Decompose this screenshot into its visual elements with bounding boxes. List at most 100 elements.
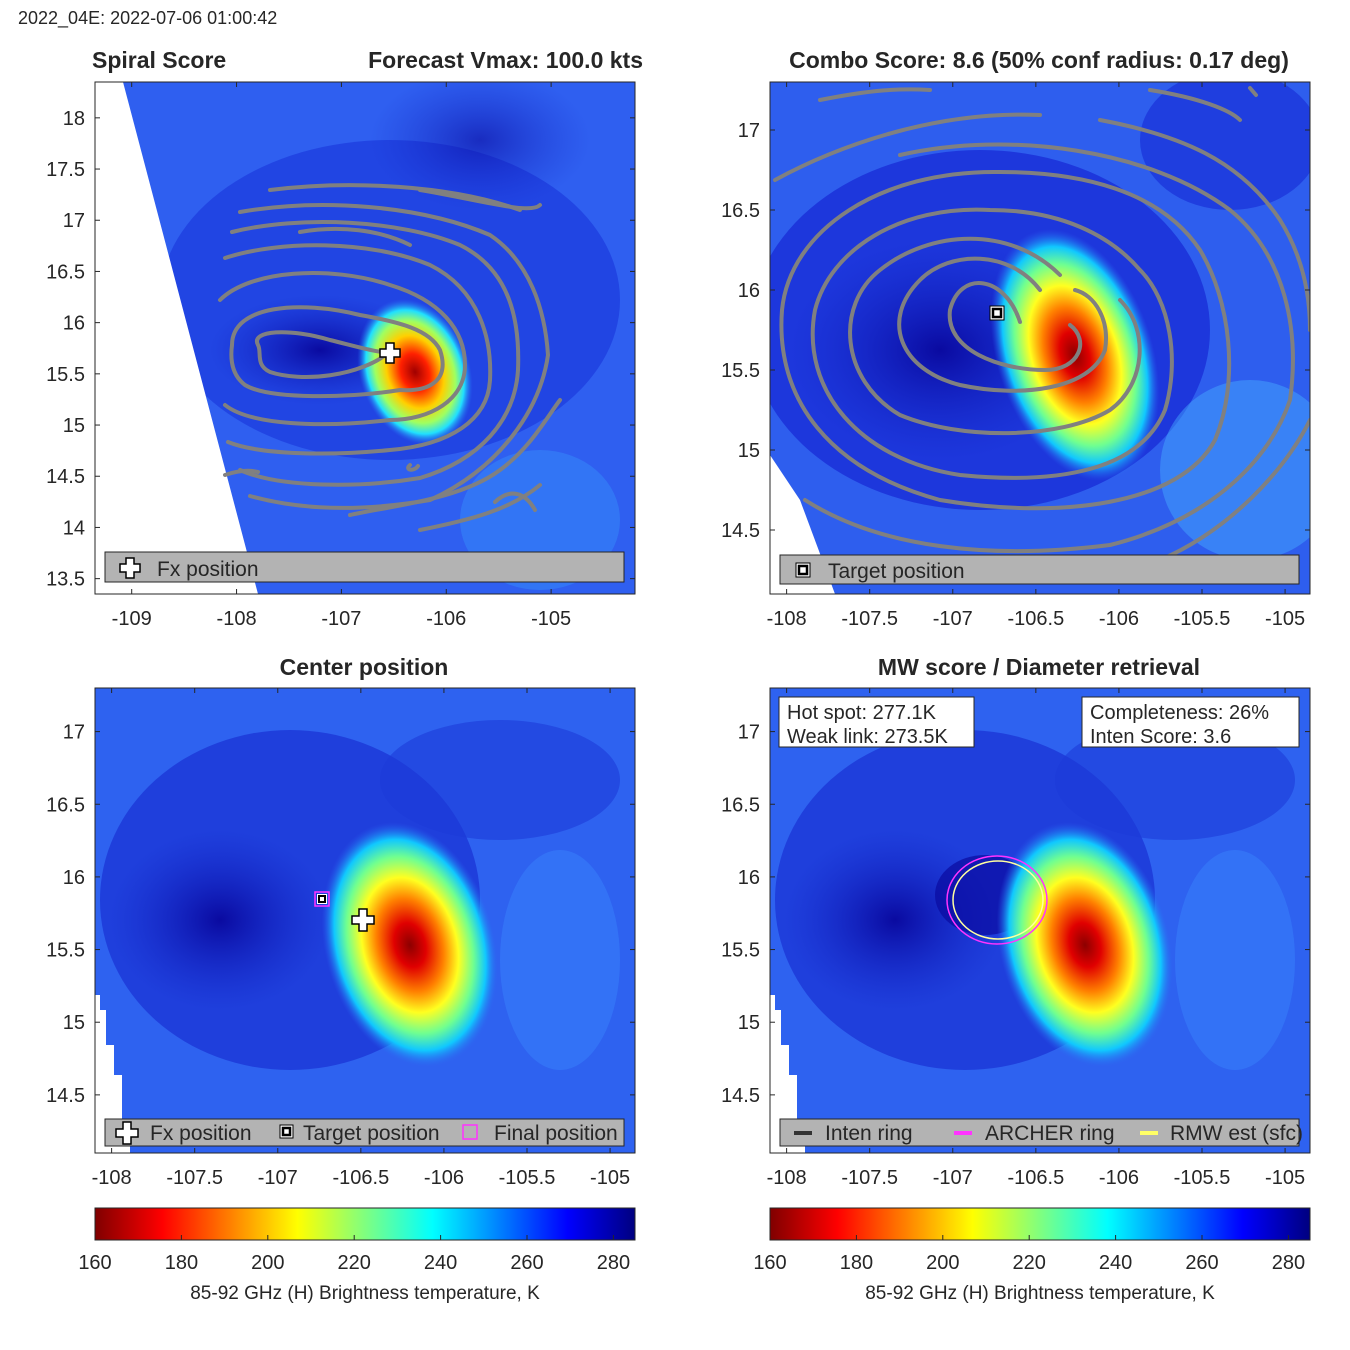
inten-score-value: Inten Score: 3.6	[1090, 726, 1231, 748]
y-tick-label: 16.5	[46, 794, 85, 816]
legend: Target position	[779, 554, 1300, 585]
info-box-right: Completeness: 26% Inten Score: 3.6	[1081, 696, 1300, 748]
x-tick-label: -107	[933, 608, 973, 630]
y-tick-label: 15.5	[46, 364, 85, 386]
x-tick-label: -108	[767, 1167, 807, 1189]
combo-score-panel: Combo Score: 8.6 (50% conf radius: 0.17 …	[721, 47, 1311, 630]
x-tick-label: -105.5	[1174, 608, 1231, 630]
x-tick-label: -106.5	[1007, 608, 1064, 630]
y-tick-label: 16	[63, 867, 85, 889]
y-tick-label: 16.5	[721, 200, 760, 222]
legend: Inten ring ARCHER ring RMW est (sfc)	[779, 1118, 1303, 1147]
x-tick-label: -105	[590, 1167, 630, 1189]
x-tick-label: -107.5	[166, 1167, 223, 1189]
y-tick-label: 14	[63, 517, 85, 539]
colorbar-tick-label: 280	[1272, 1252, 1305, 1274]
colorbar-tick-label: 220	[1013, 1252, 1046, 1274]
y-tick-label: 14.5	[46, 466, 85, 488]
y-tick-label: 14.5	[46, 1085, 85, 1107]
x-tick-label: -108	[92, 1167, 132, 1189]
contour-lines	[773, 86, 1310, 562]
panel-title: Center position	[280, 654, 449, 680]
x-tick-label: -109	[112, 608, 152, 630]
legend-label: RMW est (sfc)	[1170, 1122, 1303, 1145]
y-tick-label: 16.5	[46, 261, 85, 283]
legend-label: Target position	[303, 1122, 440, 1145]
y-tick-label: 17	[738, 120, 760, 142]
y-tick-label: 14.5	[721, 520, 760, 542]
heatmap-image	[95, 82, 635, 594]
x-tick-label: -107.5	[841, 1167, 898, 1189]
x-tick-label: -107	[933, 1167, 973, 1189]
forecast-vmax: Forecast Vmax: 100.0 kts	[368, 47, 643, 73]
contour-lines	[218, 183, 562, 532]
x-tick-label: -106	[1099, 608, 1139, 630]
hot-spot-value: Hot spot: 277.1K	[787, 702, 937, 724]
colorbar-tick-label: 280	[597, 1252, 630, 1274]
legend-label: Target position	[828, 560, 965, 583]
heatmap-image	[770, 688, 1310, 1153]
legend-label: Final position	[494, 1122, 618, 1145]
colorbar-tick-label: 200	[251, 1252, 284, 1274]
y-tick-label: 17	[63, 210, 85, 232]
y-tick-label: 15.5	[721, 940, 760, 962]
weak-link-value: Weak link: 273.5K	[787, 726, 948, 748]
colorbar-tick-label: 180	[840, 1252, 873, 1274]
archer-ring	[946, 855, 1048, 945]
y-tick-label: 16	[738, 280, 760, 302]
axes: -108 -107.5 -107 -106.5 -106 -105.5 -105 14.5 15…	[46, 688, 635, 1189]
colorbar-gradient	[94, 1207, 636, 1241]
x-tick-label: -107	[258, 1167, 298, 1189]
colorbar-label: 85-92 GHz (H) Brightness temperature, K	[865, 1283, 1215, 1304]
heatmap-image	[95, 688, 635, 1153]
x-tick-label: -106	[1099, 1167, 1139, 1189]
panel-title: Spiral Score	[92, 47, 226, 73]
x-tick-label: -106.5	[1007, 1167, 1064, 1189]
x-tick-label: -105	[1265, 1167, 1305, 1189]
y-tick-label: 17	[738, 722, 760, 744]
target-position-marker	[989, 305, 1005, 321]
final-position-marker	[314, 891, 330, 907]
target-position-marker	[317, 894, 327, 904]
legend-label: Fx position	[157, 558, 259, 581]
colorbar-tick-label: 180	[165, 1252, 198, 1274]
colorbar-tick-label: 260	[510, 1252, 543, 1274]
legend-label: Inten ring	[825, 1122, 913, 1145]
y-tick-label: 15	[63, 415, 85, 437]
colorbar-tick-label: 200	[926, 1252, 959, 1274]
x-tick-label: -108	[217, 608, 257, 630]
x-tick-label: -106	[426, 608, 466, 630]
legend: Fx position	[104, 551, 625, 583]
mw-score-panel: MW score / Diameter retrieval Hot spot: …	[721, 654, 1311, 1189]
x-tick-label: -105	[531, 608, 571, 630]
plus-icon	[115, 1121, 139, 1145]
colorbar-tick-label: 220	[338, 1252, 371, 1274]
x-tick-label: -107	[321, 608, 361, 630]
x-tick-label: -105	[1265, 608, 1305, 630]
fx-position-marker	[379, 342, 401, 364]
y-tick-label: 14.5	[721, 1085, 760, 1107]
x-tick-label: -107.5	[841, 608, 898, 630]
colorbar-tick-label: 160	[78, 1252, 111, 1274]
x-tick-label: -105.5	[1174, 1167, 1231, 1189]
y-tick-label: 15	[738, 440, 760, 462]
colorbar-tick-label: 260	[1185, 1252, 1218, 1274]
plus-icon	[119, 557, 141, 579]
legend: Fx position Target position Final positi…	[104, 1118, 625, 1147]
y-tick-label: 18	[63, 108, 85, 130]
x-tick-label: -105.5	[499, 1167, 556, 1189]
x-tick-label: -106	[424, 1167, 464, 1189]
colorbar-left: 160 180 200 220 240 260 280 85-92 GHz (H) Brig…	[78, 1207, 636, 1304]
magenta-square-icon	[462, 1124, 478, 1140]
spiral-score-panel: Spiral Score Forecast Vmax: 100.0 kts	[46, 47, 643, 630]
colorbar-gradient	[769, 1207, 1311, 1241]
legend-label: ARCHER ring	[985, 1122, 1115, 1145]
info-box-left: Hot spot: 277.1K Weak link: 273.5K	[778, 696, 975, 748]
y-tick-label: 17.5	[46, 159, 85, 181]
rmw-ring	[952, 860, 1044, 940]
axes: -109 -108 -107 -106 -105 13.5 14 14.5 15 15.5 16 16…	[46, 82, 635, 630]
completeness-value: Completeness: 26%	[1090, 702, 1269, 724]
x-tick-label: -106.5	[332, 1167, 389, 1189]
axes: -108 -107.5 -107 -106.5 -106 -105.5 -105 14.5 15…	[721, 82, 1310, 630]
y-tick-label: 15	[738, 1012, 760, 1034]
